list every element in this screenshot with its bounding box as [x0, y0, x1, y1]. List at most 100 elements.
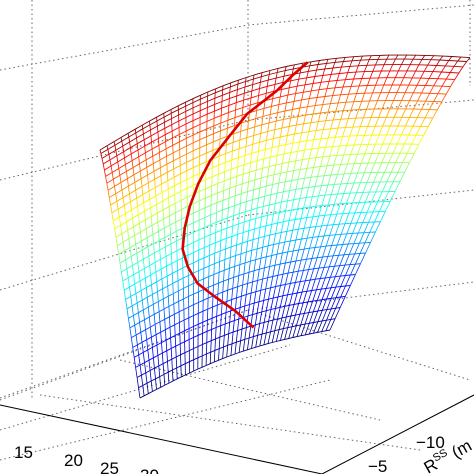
mesh-line [294, 208, 298, 220]
mesh-line [106, 183, 109, 191]
mesh-line [295, 314, 301, 326]
mesh-line [114, 145, 117, 151]
mesh-line [348, 202, 354, 214]
mesh-line [109, 108, 438, 198]
mesh-line [225, 238, 227, 249]
mesh-line [281, 191, 284, 203]
mesh-line [317, 320, 323, 333]
mesh-line [269, 224, 273, 236]
mesh-line [281, 153, 285, 164]
mesh-line [126, 268, 129, 278]
mesh-line [321, 195, 326, 206]
mesh-line [429, 101, 435, 110]
mesh-line [375, 59, 379, 66]
mesh-line [284, 294, 288, 307]
mesh-line [458, 66, 464, 74]
grid-line [0, 344, 291, 431]
mesh-line [214, 338, 216, 351]
mesh-line [149, 121, 151, 125]
mesh-line [429, 85, 435, 94]
mesh-line [339, 193, 345, 204]
mesh-line [421, 101, 426, 110]
mesh-line [329, 266, 335, 278]
mesh-line [311, 247, 316, 259]
mesh-line [343, 145, 348, 156]
mesh-line [138, 354, 141, 366]
mesh-line [149, 265, 151, 276]
mesh-line [263, 100, 266, 109]
mesh-line [154, 179, 156, 188]
mesh-line [367, 135, 373, 145]
mesh-line [146, 237, 149, 247]
mesh-line [373, 172, 379, 183]
mesh-line [232, 215, 234, 227]
mesh-line [251, 239, 254, 251]
mesh-line [150, 207, 152, 217]
mesh-line [171, 359, 173, 371]
mesh-line [135, 367, 138, 378]
mesh-line [309, 216, 314, 228]
mesh-line [403, 70, 408, 78]
mesh-line [216, 192, 218, 203]
mesh-line [318, 256, 323, 269]
mesh-line [227, 333, 230, 346]
mesh-line [359, 242, 366, 254]
mesh-line [165, 256, 167, 267]
mesh-line [212, 296, 214, 308]
mesh-line [235, 102, 237, 111]
mesh-line [347, 154, 351, 165]
mesh-line [242, 221, 245, 233]
mesh-line [424, 109, 430, 118]
mesh-line [380, 84, 385, 93]
mesh-line [409, 153, 415, 163]
mesh-line [281, 119, 284, 129]
mesh-line [110, 205, 113, 213]
mesh-line [237, 318, 240, 331]
mesh-line [145, 329, 148, 340]
mesh-line [370, 162, 376, 173]
mesh-line [234, 255, 236, 267]
mesh-line [318, 82, 322, 90]
mesh-line [243, 211, 246, 223]
mesh-line [292, 282, 296, 295]
mesh-line [256, 151, 259, 161]
mesh-line [114, 143, 419, 230]
mesh-line [270, 276, 274, 288]
mesh-line [239, 296, 242, 308]
mesh-line [436, 101, 443, 110]
mesh-line [363, 109, 367, 118]
mesh-line [262, 236, 265, 248]
mesh-line [292, 260, 297, 273]
mesh-line [324, 266, 330, 279]
mesh-line [378, 125, 384, 136]
mesh-line [418, 135, 424, 145]
mesh-line [411, 135, 417, 145]
grid-lines [0, 0, 474, 461]
mesh-line [314, 267, 320, 280]
mesh-line [168, 306, 170, 317]
mesh-line [393, 125, 399, 136]
mesh-line [234, 195, 236, 206]
mesh-line [340, 223, 346, 235]
mesh-line [228, 322, 231, 334]
mesh-line [162, 298, 165, 310]
mesh-line [151, 148, 154, 157]
mesh-line [116, 155, 119, 162]
mesh-line [237, 223, 239, 235]
mesh-line [326, 155, 331, 166]
mesh-line [275, 296, 279, 309]
mesh-line [323, 256, 329, 268]
mesh-line [111, 172, 114, 180]
mesh-line [162, 363, 165, 375]
mesh-line [401, 108, 407, 118]
mesh-line [260, 278, 264, 291]
mesh-line [304, 140, 308, 151]
mesh-line [375, 77, 379, 86]
mesh-line [428, 71, 434, 79]
mesh-line [117, 161, 120, 169]
mesh-line [158, 138, 160, 146]
mesh-line [301, 228, 305, 240]
mesh-line [174, 324, 176, 336]
mesh-line [124, 157, 126, 165]
